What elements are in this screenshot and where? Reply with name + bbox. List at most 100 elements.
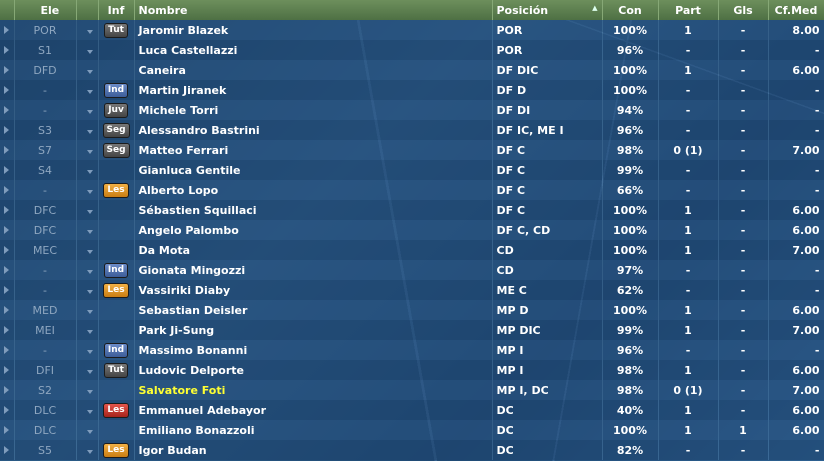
col-header-con[interactable]: Con bbox=[602, 0, 659, 20]
table-row[interactable]: - Juv Michele Torri DF DI 94% - - - bbox=[0, 100, 824, 120]
cell-nombre[interactable]: Gionata Mingozzi bbox=[134, 260, 493, 280]
chevron-down-icon[interactable] bbox=[87, 229, 93, 234]
expand-arrow-icon[interactable] bbox=[4, 345, 10, 354]
expand-arrow-icon[interactable] bbox=[4, 165, 10, 174]
chevron-down-icon[interactable] bbox=[87, 289, 93, 294]
chevron-down-icon[interactable] bbox=[87, 369, 93, 374]
table-row[interactable]: S2 Salvatore Foti MP I, DC 98% 0 (1) -7.00 bbox=[0, 380, 824, 400]
row-expand-icon[interactable] bbox=[0, 120, 15, 140]
col-header-ele[interactable]: Ele bbox=[14, 0, 77, 20]
cell-nombre[interactable]: Da Mota bbox=[134, 240, 493, 260]
row-expand-icon[interactable] bbox=[0, 80, 15, 100]
expand-arrow-icon[interactable] bbox=[4, 405, 10, 414]
table-row[interactable]: - Les Alberto Lopo DF C 66% - - - bbox=[0, 180, 824, 200]
status-badge[interactable]: Juv bbox=[104, 103, 128, 118]
table-row[interactable]: - Ind Martin Jiranek DF D 100% - - - bbox=[0, 80, 824, 100]
expand-arrow-icon[interactable] bbox=[4, 65, 10, 74]
chevron-down-icon[interactable] bbox=[87, 429, 93, 434]
cell-nombre[interactable]: Alberto Lopo bbox=[134, 180, 493, 200]
row-expand-icon[interactable] bbox=[0, 340, 15, 360]
cell-nombre[interactable]: Matteo Ferrari bbox=[134, 140, 493, 160]
col-header-posicion[interactable]: Posición ▲ bbox=[492, 0, 603, 20]
cell-nombre[interactable]: Sebastian Deisler bbox=[134, 300, 493, 320]
chevron-down-icon[interactable] bbox=[87, 409, 93, 414]
status-badge[interactable]: Ind bbox=[103, 263, 129, 278]
status-badge[interactable]: Tut bbox=[104, 23, 128, 38]
expand-arrow-icon[interactable] bbox=[4, 265, 10, 274]
ele-dropdown[interactable] bbox=[76, 100, 99, 120]
status-badge[interactable]: Tut bbox=[104, 363, 128, 378]
ele-dropdown[interactable] bbox=[76, 200, 99, 220]
row-expand-icon[interactable] bbox=[0, 400, 15, 420]
cell-nombre[interactable]: Sébastien Squillaci bbox=[134, 200, 493, 220]
ele-dropdown[interactable] bbox=[76, 20, 99, 40]
chevron-down-icon[interactable] bbox=[87, 329, 93, 334]
cell-nombre[interactable]: Gianluca Gentile bbox=[134, 160, 493, 180]
col-header-nombre[interactable]: Nombre bbox=[134, 0, 493, 20]
table-row[interactable]: DLC Emiliano Bonazzoli DC 100% 1 1 6.00 bbox=[0, 420, 824, 440]
expand-arrow-icon[interactable] bbox=[4, 185, 10, 194]
chevron-down-icon[interactable] bbox=[87, 169, 93, 174]
cell-nombre[interactable]: Alessandro Bastrini bbox=[134, 120, 493, 140]
ele-dropdown[interactable] bbox=[76, 140, 99, 160]
expand-arrow-icon[interactable] bbox=[4, 45, 10, 54]
chevron-down-icon[interactable] bbox=[87, 149, 93, 154]
chevron-down-icon[interactable] bbox=[87, 349, 93, 354]
expand-arrow-icon[interactable] bbox=[4, 25, 10, 34]
expand-arrow-icon[interactable] bbox=[4, 325, 10, 334]
row-expand-icon[interactable] bbox=[0, 160, 15, 180]
row-expand-icon[interactable] bbox=[0, 360, 15, 380]
table-row[interactable]: S4 Gianluca Gentile DF C 99% - - - bbox=[0, 160, 824, 180]
ele-dropdown[interactable] bbox=[76, 280, 99, 300]
table-row[interactable]: S7 Seg Matteo Ferrari DF C 98% 0 (1) -7.00 bbox=[0, 140, 824, 160]
row-expand-icon[interactable] bbox=[0, 100, 15, 120]
cell-nombre[interactable]: Caneira bbox=[134, 60, 493, 80]
expand-arrow-icon[interactable] bbox=[4, 245, 10, 254]
status-badge[interactable]: Les bbox=[103, 403, 129, 418]
table-row[interactable]: DFD Caneira DF DIC 100% 1-6.00 bbox=[0, 60, 824, 80]
ele-dropdown[interactable] bbox=[76, 440, 99, 460]
row-expand-icon[interactable] bbox=[0, 40, 15, 60]
expand-arrow-icon[interactable] bbox=[4, 425, 10, 434]
cell-nombre[interactable]: Vassiriki Diaby bbox=[134, 280, 493, 300]
chevron-down-icon[interactable] bbox=[87, 109, 93, 114]
status-badge[interactable]: Ind bbox=[103, 83, 129, 98]
row-expand-icon[interactable] bbox=[0, 420, 15, 440]
chevron-down-icon[interactable] bbox=[87, 269, 93, 274]
row-expand-icon[interactable] bbox=[0, 380, 15, 400]
cell-nombre[interactable]: Emmanuel Adebayor bbox=[134, 400, 493, 420]
ele-dropdown[interactable] bbox=[76, 360, 99, 380]
table-row[interactable]: DFI Tut Ludovic Delporte MP I 98% 1-6.00 bbox=[0, 360, 824, 380]
table-row[interactable]: - Ind Massimo Bonanni MP I 96% - - - bbox=[0, 340, 824, 360]
ele-dropdown[interactable] bbox=[76, 340, 99, 360]
chevron-down-icon[interactable] bbox=[87, 29, 93, 34]
ele-dropdown[interactable] bbox=[76, 320, 99, 340]
chevron-down-icon[interactable] bbox=[87, 389, 93, 394]
row-expand-icon[interactable] bbox=[0, 320, 15, 340]
col-header-cfmed[interactable]: Cf.Med bbox=[768, 0, 824, 20]
row-expand-icon[interactable] bbox=[0, 180, 15, 200]
row-expand-icon[interactable] bbox=[0, 280, 15, 300]
cell-nombre[interactable]: Jaromir Blazek bbox=[134, 20, 493, 40]
col-header-part[interactable]: Part bbox=[658, 0, 719, 20]
ele-dropdown[interactable] bbox=[76, 380, 99, 400]
row-expand-icon[interactable] bbox=[0, 440, 15, 460]
ele-dropdown[interactable] bbox=[76, 240, 99, 260]
cell-nombre[interactable]: Angelo Palombo bbox=[134, 220, 493, 240]
cell-nombre[interactable]: Emiliano Bonazzoli bbox=[134, 420, 493, 440]
table-row[interactable]: DFC Angelo Palombo DF C, CD 100% 1-6.00 bbox=[0, 220, 824, 240]
ele-dropdown[interactable] bbox=[76, 160, 99, 180]
expand-arrow-icon[interactable] bbox=[4, 445, 10, 454]
ele-dropdown[interactable] bbox=[76, 260, 99, 280]
col-header-gls[interactable]: Gls bbox=[718, 0, 769, 20]
cell-nombre[interactable]: Salvatore Foti bbox=[134, 380, 493, 400]
table-row[interactable]: - Ind Gionata Mingozzi CD 97% - - - bbox=[0, 260, 824, 280]
table-row[interactable]: MEC Da Mota CD 100% 1-7.00 bbox=[0, 240, 824, 260]
expand-arrow-icon[interactable] bbox=[4, 225, 10, 234]
ele-dropdown[interactable] bbox=[76, 80, 99, 100]
status-badge[interactable]: Les bbox=[103, 443, 129, 458]
row-expand-icon[interactable] bbox=[0, 300, 15, 320]
cell-nombre[interactable]: Luca Castellazzi bbox=[134, 40, 493, 60]
table-row[interactable]: - Les Vassiriki Diaby ME C 62% - - - bbox=[0, 280, 824, 300]
row-expand-icon[interactable] bbox=[0, 60, 15, 80]
